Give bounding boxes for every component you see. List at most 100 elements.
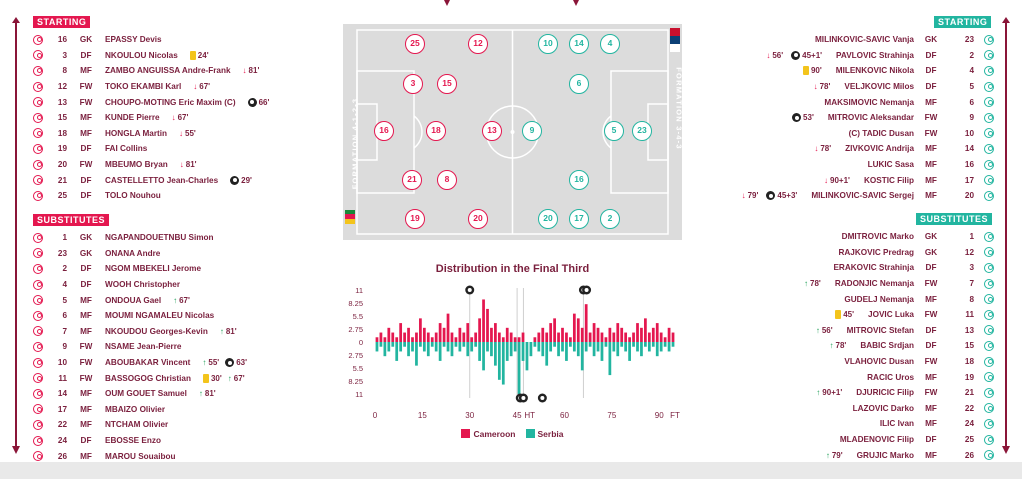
player-profile-icon[interactable] xyxy=(33,128,43,139)
player-profile-icon[interactable] xyxy=(33,310,43,321)
player-row[interactable]: 14 MF OUM GOUET Samuel ↑ 81' xyxy=(33,386,247,402)
player-row[interactable]: LAZOVIC Darko MF 22 xyxy=(664,401,994,417)
player-row[interactable]: 16 GK EPASSY Devis xyxy=(33,32,269,48)
player-row[interactable]: ↓ 90+1' KOSTIC Filip MF 17 xyxy=(664,172,994,188)
player-row[interactable]: RAJKOVIC Predrag GK 12 xyxy=(664,245,994,261)
player-profile-icon[interactable] xyxy=(33,419,43,430)
player-row[interactable]: 1 GK NGAPANDOUETNBU Simon xyxy=(33,230,247,246)
player-profile-icon[interactable] xyxy=(984,278,994,289)
serbia-player-token[interactable]: 23 xyxy=(632,121,652,141)
player-profile-icon[interactable] xyxy=(984,175,994,186)
player-row[interactable]: 18 MF HONGLA Martin ↓ 55' xyxy=(33,126,269,142)
player-row[interactable]: ↑ 78' RADONJIC Nemanja FW 7 xyxy=(664,276,994,292)
player-row[interactable]: 7 MF NKOUDOU Georges-Kevin ↑ 81' xyxy=(33,324,247,340)
player-row[interactable]: ↑ 78' BABIC Srdjan DF 15 xyxy=(664,338,994,354)
player-row[interactable]: 24 DF EBOSSE Enzo xyxy=(33,433,247,449)
cameroon-player-token[interactable]: 15 xyxy=(437,74,457,94)
player-row[interactable]: 45' JOVIC Luka FW 11 xyxy=(664,307,994,323)
player-profile-icon[interactable] xyxy=(33,279,43,290)
player-row[interactable]: ↑ 56' MITROVIC Stefan DF 13 xyxy=(664,323,994,339)
serbia-player-token[interactable]: 2 xyxy=(600,209,620,229)
serbia-player-token[interactable]: 10 xyxy=(538,34,558,54)
serbia-player-token[interactable]: 14 xyxy=(569,34,589,54)
player-profile-icon[interactable] xyxy=(984,309,994,320)
player-profile-icon[interactable] xyxy=(984,262,994,273)
player-profile-icon[interactable] xyxy=(33,388,43,399)
player-profile-icon[interactable] xyxy=(984,112,994,123)
player-profile-icon[interactable] xyxy=(984,325,994,336)
player-profile-icon[interactable] xyxy=(984,143,994,154)
player-row[interactable]: DMITROVIC Marko GK 1 xyxy=(664,229,994,245)
player-row[interactable]: 11 FW BASSOGOG Christian 30' ↑ 67' xyxy=(33,370,247,386)
player-profile-icon[interactable] xyxy=(984,34,994,45)
player-profile-icon[interactable] xyxy=(33,326,43,337)
player-profile-icon[interactable] xyxy=(33,263,43,274)
player-profile-icon[interactable] xyxy=(33,50,43,61)
cameroon-player-token[interactable]: 12 xyxy=(468,34,488,54)
player-row[interactable]: 9 FW NSAME Jean-Pierre xyxy=(33,339,247,355)
player-profile-icon[interactable] xyxy=(984,387,994,398)
player-row[interactable]: LUKIC Sasa MF 16 xyxy=(664,157,994,173)
player-row[interactable]: MLADENOVIC Filip DF 25 xyxy=(664,432,994,448)
player-profile-icon[interactable] xyxy=(33,248,43,259)
cameroon-player-token[interactable]: 18 xyxy=(426,121,446,141)
player-profile-icon[interactable] xyxy=(984,190,994,201)
player-profile-icon[interactable] xyxy=(33,451,43,462)
player-profile-icon[interactable] xyxy=(33,190,43,201)
player-row[interactable]: 23 GK ONANA Andre xyxy=(33,246,247,262)
player-row[interactable]: ↓ 56' 45+1' PAVLOVIC Strahinja DF 2 xyxy=(664,48,994,64)
player-row[interactable]: 5 MF ONDOUA Gael ↑ 67' xyxy=(33,292,247,308)
player-profile-icon[interactable] xyxy=(984,450,994,461)
player-row[interactable]: 10 FW ABOUBAKAR Vincent ↑ 55' 63' xyxy=(33,355,247,371)
player-row[interactable]: 90' MILENKOVIC Nikola DF 4 xyxy=(664,63,994,79)
player-profile-icon[interactable] xyxy=(33,175,43,186)
player-profile-icon[interactable] xyxy=(984,50,994,61)
player-row[interactable]: 26 MF MAROU Souaibou xyxy=(33,448,247,464)
player-profile-icon[interactable] xyxy=(33,435,43,446)
serbia-player-token[interactable]: 20 xyxy=(538,209,558,229)
player-row[interactable]: 15 MF KUNDE Pierre ↓ 67' xyxy=(33,110,269,126)
player-profile-icon[interactable] xyxy=(33,404,43,415)
cameroon-player-token[interactable]: 21 xyxy=(402,170,422,190)
player-profile-icon[interactable] xyxy=(984,340,994,351)
player-row[interactable]: GUDELJ Nemanja MF 8 xyxy=(664,291,994,307)
player-row[interactable]: ↓ 78' VELJKOVIC Milos DF 5 xyxy=(664,79,994,95)
player-profile-icon[interactable] xyxy=(984,128,994,139)
player-profile-icon[interactable] xyxy=(984,434,994,445)
player-row[interactable]: VLAHOVIC Dusan FW 18 xyxy=(664,354,994,370)
player-profile-icon[interactable] xyxy=(984,231,994,242)
player-profile-icon[interactable] xyxy=(33,34,43,45)
player-row[interactable]: ↓ 78' ZIVKOVIC Andrija MF 14 xyxy=(664,141,994,157)
player-row[interactable]: ↓ 79' 45+3' MILINKOVIC-SAVIC Sergej MF 20 xyxy=(664,188,994,204)
player-row[interactable]: 4 DF WOOH Christopher xyxy=(33,277,247,293)
serbia-player-token[interactable]: 4 xyxy=(600,34,620,54)
player-profile-icon[interactable] xyxy=(33,65,43,76)
player-profile-icon[interactable] xyxy=(33,143,43,154)
player-row[interactable]: 53' MITROVIC Aleksandar FW 9 xyxy=(664,110,994,126)
serbia-player-token[interactable]: 5 xyxy=(604,121,624,141)
player-profile-icon[interactable] xyxy=(984,294,994,305)
player-row[interactable]: 17 MF MBAIZO Olivier xyxy=(33,402,247,418)
player-row[interactable]: 12 FW TOKO EKAMBI Karl ↓ 67' xyxy=(33,79,269,95)
player-row[interactable]: 8 MF ZAMBO ANGUISSA Andre-Frank ↓ 81' xyxy=(33,63,269,79)
player-profile-icon[interactable] xyxy=(984,81,994,92)
player-row[interactable]: 21 DF CASTELLETTO Jean-Charles 29' xyxy=(33,172,269,188)
player-row[interactable]: RACIC Uros MF 19 xyxy=(664,369,994,385)
player-profile-icon[interactable] xyxy=(984,372,994,383)
serbia-player-token[interactable]: 16 xyxy=(569,170,589,190)
player-row[interactable]: MAKSIMOVIC Nemanja MF 6 xyxy=(664,94,994,110)
player-row[interactable]: MILINKOVIC-SAVIC Vanja GK 23 xyxy=(664,32,994,48)
player-profile-icon[interactable] xyxy=(33,357,43,368)
cameroon-player-token[interactable]: 16 xyxy=(374,121,394,141)
player-profile-icon[interactable] xyxy=(984,247,994,258)
player-row[interactable]: 25 DF TOLO Nouhou xyxy=(33,188,269,204)
serbia-player-token[interactable]: 9 xyxy=(522,121,542,141)
player-row[interactable]: 13 FW CHOUPO-MOTING Eric Maxim (C) 66' xyxy=(33,94,269,110)
cameroon-player-token[interactable]: 25 xyxy=(405,34,425,54)
player-profile-icon[interactable] xyxy=(33,159,43,170)
player-row[interactable]: 22 MF NTCHAM Olivier xyxy=(33,417,247,433)
player-row[interactable]: 6 MF MOUMI NGAMALEU Nicolas xyxy=(33,308,247,324)
cameroon-player-token[interactable]: 3 xyxy=(403,74,423,94)
player-profile-icon[interactable] xyxy=(33,341,43,352)
cameroon-player-token[interactable]: 19 xyxy=(405,209,425,229)
